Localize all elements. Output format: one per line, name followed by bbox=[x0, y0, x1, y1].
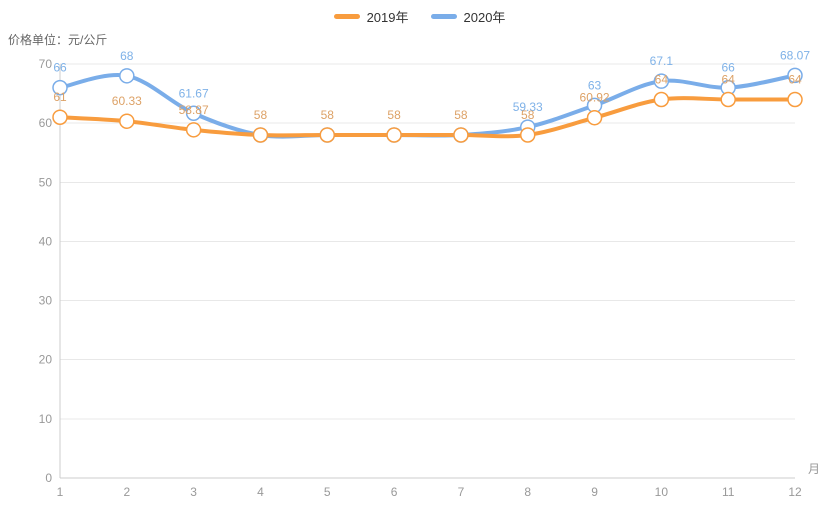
data-label-2019年-2: 60.33 bbox=[112, 94, 142, 108]
data-label-2019年-11: 64 bbox=[722, 72, 736, 86]
x-axis-tick-label: 11 bbox=[722, 485, 735, 499]
data-label-2020年-8: 59.33 bbox=[513, 100, 543, 114]
y-axis-tick-label: 0 bbox=[45, 471, 52, 485]
data-point-2020年-1[interactable] bbox=[52, 79, 68, 96]
y-axis-tick-label: 20 bbox=[39, 353, 53, 367]
data-point-2020年-2[interactable] bbox=[119, 68, 135, 84]
y-axis-tick-label: 50 bbox=[39, 175, 53, 189]
x-axis-tick-label: 8 bbox=[524, 485, 531, 499]
x-axis-tick-label: 2 bbox=[123, 485, 130, 499]
x-axis-unit-label: 月 bbox=[808, 462, 821, 476]
y-axis-tick-label: 60 bbox=[39, 116, 53, 130]
series-line-2019年 bbox=[58, 96, 797, 139]
data-label-2019年-3: 58.87 bbox=[179, 103, 209, 117]
data-label-2020年-10: 67.1 bbox=[650, 54, 674, 68]
data-label-2020年-1: 66 bbox=[53, 61, 67, 75]
legend-item-2019[interactable]: 2019年 bbox=[333, 7, 409, 26]
x-axis-tick-label: 12 bbox=[788, 485, 802, 499]
data-point-2019年-1[interactable] bbox=[52, 109, 68, 125]
data-label-2019年-9: 60.92 bbox=[580, 91, 610, 105]
data-point-2019年-7[interactable] bbox=[453, 127, 469, 143]
legend-swatch-2020 bbox=[430, 14, 457, 19]
x-axis-tick-label: 1 bbox=[57, 485, 64, 499]
data-label-2019年-7: 58 bbox=[454, 108, 468, 122]
data-point-2019年-8[interactable] bbox=[519, 127, 536, 143]
data-label-2020年-3: 61.67 bbox=[179, 86, 209, 100]
data-point-2020年-12[interactable] bbox=[787, 67, 803, 84]
x-axis-tick-label: 4 bbox=[257, 485, 264, 499]
legend-label-2020: 2020年 bbox=[463, 10, 506, 25]
y-axis-tick-label: 40 bbox=[39, 234, 53, 248]
data-label-2020年-11: 66 bbox=[722, 61, 736, 75]
data-point-2019年-5[interactable] bbox=[319, 127, 336, 143]
legend-item-2020[interactable]: 2020年 bbox=[430, 7, 506, 26]
data-point-2019年-3[interactable] bbox=[185, 122, 202, 138]
y-axis-tick-label: 30 bbox=[39, 294, 53, 308]
data-point-2019年-11[interactable] bbox=[720, 91, 736, 108]
data-point-2019年-9[interactable] bbox=[586, 109, 603, 126]
x-axis-tick-label: 5 bbox=[324, 485, 331, 499]
x-axis-tick-label: 6 bbox=[391, 485, 398, 499]
data-point-2020年-10[interactable] bbox=[653, 73, 670, 89]
data-label-2020年-9: 63 bbox=[588, 78, 602, 92]
y-axis-title: 价格单位：元/公斤 bbox=[8, 33, 108, 47]
data-label-2019年-6: 58 bbox=[387, 108, 401, 122]
x-axis-tick-label: 7 bbox=[458, 485, 465, 499]
legend-label-2019: 2019年 bbox=[366, 10, 409, 25]
data-point-2019年-4[interactable] bbox=[252, 127, 269, 143]
data-point-2019年-10[interactable] bbox=[653, 91, 670, 108]
data-point-2020年-3[interactable] bbox=[185, 105, 202, 122]
x-axis-tick-label: 10 bbox=[655, 485, 669, 499]
data-point-2019年-2[interactable] bbox=[119, 113, 135, 129]
data-label-2020年-12: 68.07 bbox=[780, 48, 810, 62]
data-label-2019年-4: 58 bbox=[254, 108, 268, 122]
data-label-2019年-10: 64 bbox=[655, 72, 669, 86]
data-point-2019年-6[interactable] bbox=[386, 127, 402, 143]
data-point-2019年-12[interactable] bbox=[787, 91, 803, 108]
data-label-2019年-8: 58 bbox=[521, 108, 535, 122]
data-label-2019年-12: 64 bbox=[788, 72, 802, 86]
chart-legend: 2019年 2020年 bbox=[0, 7, 839, 26]
y-axis-tick-label: 10 bbox=[39, 412, 53, 426]
y-axis-tick-label: 70 bbox=[39, 57, 53, 71]
data-label-2020年-2: 68 bbox=[120, 49, 134, 63]
data-label-2019年-1: 61 bbox=[53, 90, 67, 104]
legend-swatch-2019 bbox=[333, 14, 360, 19]
x-axis-tick-label: 9 bbox=[591, 485, 598, 499]
x-axis-tick-label: 3 bbox=[190, 485, 197, 499]
data-label-2019年-5: 58 bbox=[321, 108, 335, 122]
